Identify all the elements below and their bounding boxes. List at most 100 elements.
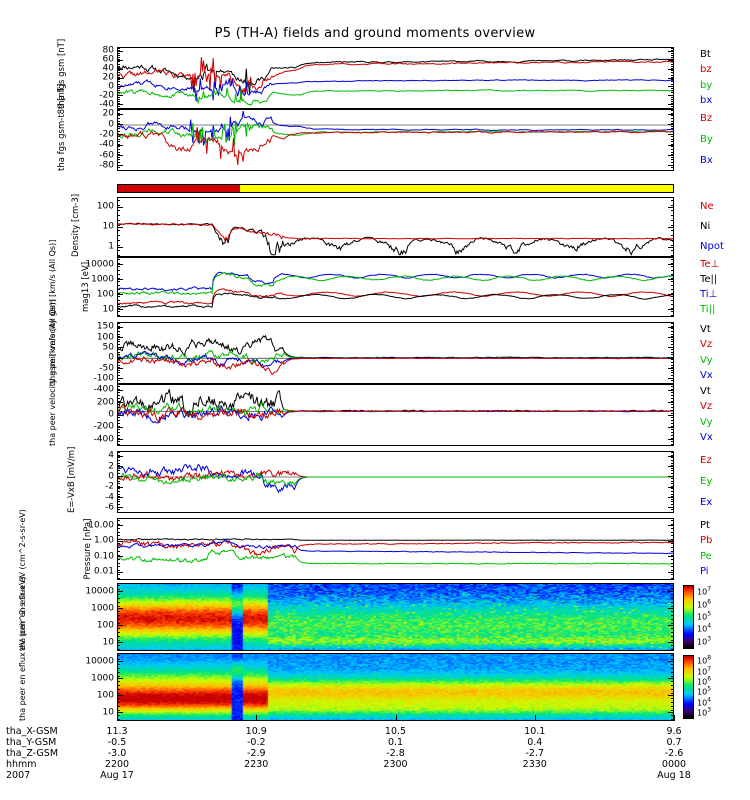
bottom-axis-value-date: Aug 18 (657, 770, 691, 781)
bottom-axis-value-y-gsm: -0.5 (107, 737, 127, 748)
bottom-axis-value-hhmm: 2300 (383, 759, 408, 770)
colorbar-tick-label: 104 (697, 623, 712, 634)
y-tick-label: 10 (102, 304, 114, 314)
y-tick-label: 100 (96, 289, 114, 299)
y-tick-label: -400 (93, 434, 114, 445)
bottom-axis-label-2007: 2007 (6, 770, 31, 781)
y-tick-label: 0 (108, 409, 114, 420)
bottom-axis-label-thaygsm: tha_Y-GSM (6, 737, 57, 748)
legend-item-ti: Ti⊥ (700, 288, 718, 300)
legend-item-ez: Ez (700, 455, 712, 467)
legend-item-pi: Pi (700, 566, 709, 578)
colorbar-tick-label: 106 (697, 598, 712, 609)
y-tick-label: 10000 (85, 259, 114, 269)
y-tick-label: 10 (102, 707, 114, 717)
panel-electron-spectrogram (117, 653, 674, 721)
legend-item-bt: Bt (700, 48, 711, 60)
bottom-axis-label-hhmm: hhmm (6, 759, 37, 770)
colorbar-gradient (684, 656, 693, 718)
panel-fgs-gsm (117, 47, 674, 109)
y-tick-label: 0 (108, 119, 114, 129)
legend-item-ex: Ex (700, 496, 713, 508)
colorbar-tick-label: 103 (697, 635, 712, 647)
y-tick-label: 80 (102, 45, 114, 56)
bottom-axis-value-x-gsm: 10.1 (524, 726, 546, 737)
bottom-axis-value-hhmm: 0000 (661, 759, 687, 770)
legend-item-ti: Ti|| (700, 303, 716, 315)
bottom-axis-value-x-gsm: 11.3 (106, 726, 128, 737)
bottom-axis-value-z-gsm: -2.8 (386, 748, 405, 759)
spectrogram-canvas (118, 654, 673, 720)
y-tick-label: 10 (102, 637, 114, 647)
bottom-axis-value-z-gsm: -2.6 (664, 748, 684, 759)
colorbar-gradient (684, 586, 693, 648)
y-tick-label: 100 (96, 620, 114, 630)
colorbar-tick-label: 105 (697, 610, 712, 622)
y-tick-label: 200 (96, 397, 114, 408)
x-axis-tick (117, 715, 118, 721)
y-tick-label: -2 (105, 481, 114, 492)
legend-item-vy: Vy (700, 416, 713, 428)
legend-item-vz: Vz (700, 401, 713, 413)
legend-item-vt: Vt (700, 323, 711, 335)
y-tick-label: 100 (96, 201, 114, 212)
legend-item-npot: Npot (700, 241, 724, 252)
colorbar-tick-label: 106 (697, 675, 712, 687)
y-tick-label: -60 (99, 150, 114, 160)
legend-item-vy: Vy (700, 354, 713, 366)
y-tick-label: 1000 (91, 603, 114, 613)
legend-item-ey: Ey (700, 476, 713, 487)
bottom-axis-label-thazgsm: tha_Z-GSM (6, 748, 59, 759)
y-tick-label: 4 (108, 450, 114, 461)
y-tick-label: 100 (96, 690, 114, 700)
y-tick-label: -100 (93, 373, 114, 384)
legend-item-vx: Vx (700, 370, 713, 382)
y-tick-label: 10000 (85, 586, 114, 596)
electron-spectrogram-colorbar (683, 655, 694, 719)
legend-item-bx: Bx (700, 154, 713, 166)
y-tick-label: 10.00 (88, 520, 114, 531)
x-axis-tick (674, 715, 675, 721)
region-bar-segment (240, 185, 673, 192)
electron-spectrogram-colorbar-ticks: 108 107 106 105 104 103 (697, 655, 737, 719)
legend-item-by: by (700, 79, 713, 91)
legend-item-bx: bx (700, 95, 713, 107)
region-bar (117, 184, 674, 193)
bottom-axis-label-thaxgsm: tha_X-GSM (6, 726, 58, 737)
bottom-axis-value-date: Aug 17 (100, 770, 134, 781)
ion-spectrogram-colorbar-ticks: 107 106 105 104 103 (697, 585, 737, 649)
bottom-axis-value-z-gsm: -2.9 (246, 748, 266, 759)
region-bar-segment (118, 185, 241, 192)
panel-fgs-gsm-t89 (117, 109, 674, 171)
panel-electron-spectrogram-ylabel: tha peer en eflux eV (cm^2-s-sr-eV) (18, 576, 27, 721)
y-tick-label: -50 (99, 363, 114, 373)
panel-temperature (117, 257, 674, 317)
colorbar-tick-label: 107 (697, 665, 712, 676)
bottom-axis-value-z-gsm: -2.7 (525, 748, 545, 759)
legend-item-vt: Vt (700, 385, 711, 397)
legend-item-pb: Pb (700, 535, 713, 547)
panel-density (117, 197, 674, 257)
x-axis-tick (395, 715, 397, 721)
bottom-axis-value-hhmm: 2330 (522, 759, 547, 770)
legend-item-bz: bz (700, 64, 712, 76)
y-tick-label: 0 (108, 471, 114, 482)
y-tick-label: -40 (99, 99, 114, 110)
bottom-axis-value-x-gsm: 9.6 (666, 726, 682, 737)
colorbar-tick-label: 105 (697, 685, 712, 697)
y-tick-label: 20 (102, 72, 114, 83)
bottom-axis-value-x-gsm: 10.9 (245, 726, 267, 737)
legend-item-ne: Ne (700, 201, 714, 212)
y-tick-label: 10 (102, 221, 114, 232)
y-tick-label: 2 (108, 461, 114, 471)
panel-ion-velocity (117, 322, 674, 384)
y-tick-label: 50 (102, 342, 114, 353)
bottom-axis-value-y-gsm: 0.4 (527, 737, 543, 748)
bottom-axis-value-y-gsm: 0.1 (387, 737, 404, 748)
y-tick-label: -20 (99, 90, 114, 101)
legend-item-bz: Bz (700, 113, 713, 125)
colorbar-tick-label: 103 (697, 706, 712, 718)
bottom-axis-value-hhmm: 2200 (104, 759, 130, 770)
y-tick-label: 150 (96, 321, 114, 332)
